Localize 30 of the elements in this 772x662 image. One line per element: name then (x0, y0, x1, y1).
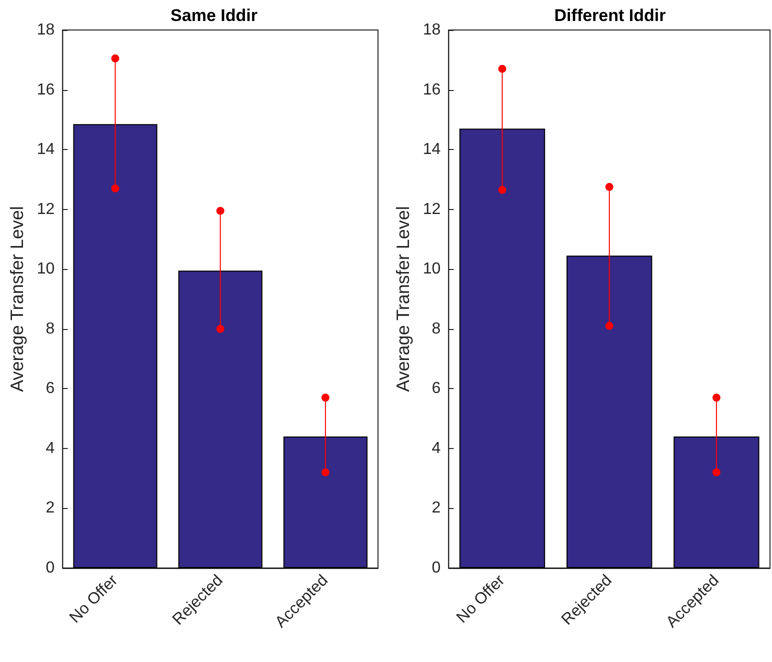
y-tick-label: 8 (432, 320, 441, 338)
bar (73, 124, 158, 568)
y-tick-label: 14 (36, 141, 55, 158)
y-tick-label: 12 (422, 200, 441, 218)
y-tick-label: 4 (46, 440, 55, 457)
y-tick-label: 4 (432, 440, 441, 457)
y-tick-label: 12 (36, 200, 55, 218)
y-tick-label: 10 (422, 260, 441, 278)
y-axis-title: Average Transfer Level (393, 206, 413, 392)
y-tick-label: 0 (46, 560, 55, 576)
y-tick-label: 14 (422, 141, 441, 158)
bar (566, 256, 652, 568)
y-tick-label: 6 (432, 380, 441, 398)
y-tick-label: 2 (46, 500, 55, 517)
bar (674, 436, 760, 568)
y-tick-label: 16 (422, 81, 441, 98)
y-tick-label: 8 (46, 320, 55, 338)
bar (459, 128, 546, 568)
chart-title: Same Iddir (170, 6, 258, 25)
bar (283, 436, 368, 568)
y-tick-label: 2 (432, 500, 441, 517)
chart-title: Different Iddir (554, 6, 666, 25)
y-tick-label: 18 (422, 22, 441, 38)
y-axis-title: Average Transfer Level (7, 206, 27, 392)
y-tick-label: 16 (36, 81, 55, 98)
bar (178, 270, 262, 568)
y-tick-label: 6 (46, 380, 55, 398)
y-tick-label: 0 (432, 560, 441, 576)
y-tick-label: 18 (36, 22, 55, 38)
y-tick-label: 10 (36, 260, 55, 278)
